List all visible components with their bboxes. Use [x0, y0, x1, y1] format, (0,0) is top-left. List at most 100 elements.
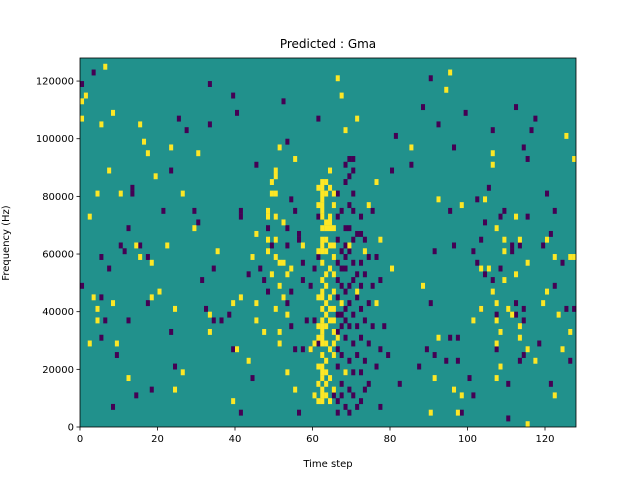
heatmap-cell-high [320, 248, 325, 255]
heatmap-cell-high [335, 334, 340, 341]
heatmap-cell-high [328, 242, 333, 249]
heatmap-cell-low [436, 121, 441, 128]
heatmap-cell-high [269, 190, 274, 197]
heatmap-cell-high [459, 392, 464, 399]
heatmap-cell-low [343, 403, 348, 410]
heatmap-cell-high [436, 334, 441, 341]
heatmap-cell-low [297, 409, 302, 416]
heatmap-cell-high [277, 144, 282, 151]
heatmap-cell-low [417, 363, 422, 370]
heatmap-cell-high [80, 98, 85, 105]
heatmap-cell-high [494, 300, 499, 307]
heatmap-cell-low [331, 392, 336, 399]
heatmap-cell-high [328, 219, 333, 226]
heatmap-cell-high [331, 288, 336, 295]
heatmap-cell-low [541, 242, 546, 249]
heatmap-cell-high [266, 207, 271, 214]
heatmap-cell-low [351, 392, 356, 399]
heatmap-cell-low [343, 179, 348, 185]
heatmap-cell-high [494, 375, 499, 382]
heatmap-cell-high [568, 254, 573, 260]
heatmap-cell-high [490, 150, 495, 157]
heatmap-cell-high [87, 340, 92, 347]
heatmap-cell-high [320, 386, 325, 393]
heatmap-cell-low [521, 352, 526, 358]
heatmap-cell-low [498, 265, 503, 272]
heatmap-cell-low [231, 92, 236, 99]
y-tick-label: 60000 [42, 250, 74, 261]
heatmap-cell-high [281, 294, 286, 301]
heatmap-cell-low [366, 340, 371, 347]
heatmap-cell-high [300, 242, 305, 249]
heatmap-cell-low [362, 271, 367, 278]
heatmap-cell-low [351, 167, 356, 174]
heatmap-cell-low [134, 392, 139, 399]
heatmap-cell-low [421, 104, 426, 111]
x-tick-label: 80 [384, 434, 397, 445]
heatmap-cell-high [432, 375, 437, 382]
heatmap-cell-low [339, 380, 344, 387]
heatmap-cell-high [444, 86, 449, 93]
heatmap-cell-high [196, 150, 201, 157]
heatmap-cell-high [273, 173, 278, 180]
heatmap-cell-high [316, 184, 321, 191]
heatmap-cell-low [107, 265, 112, 272]
heatmap-cell-low [145, 254, 150, 260]
heatmap-cell-low [390, 167, 395, 174]
x-tick-label: 100 [458, 434, 477, 445]
heatmap-cell-high [324, 340, 329, 347]
heatmap-cell-low [545, 190, 550, 197]
heatmap-cell-low [483, 219, 488, 226]
heatmap-cell-high [552, 392, 557, 399]
heatmap-cell-high [324, 311, 329, 318]
heatmap-cell-high [324, 225, 329, 232]
y-axis: 0 20000 40000 60000 80000 100000 120000 [36, 77, 80, 434]
heatmap-cell-low [366, 254, 371, 260]
heatmap-cell-low [335, 311, 340, 318]
heatmap-cell-high [324, 271, 329, 278]
heatmap-cell-low [347, 386, 352, 393]
heatmap-cell-high [95, 305, 100, 312]
heatmap-cell-high [324, 300, 329, 307]
heatmap-cell-low [548, 380, 553, 387]
heatmap-cell-high [331, 242, 336, 249]
heatmap-cell-low [335, 363, 340, 370]
heatmap-cell-high [545, 236, 550, 243]
heatmap-cell-high [285, 369, 290, 376]
heatmap-cell-low [316, 115, 321, 122]
heatmap-cell-high [169, 144, 174, 151]
heatmap-cell-high [114, 340, 119, 347]
heatmap-cell-high [320, 259, 325, 266]
chart-title: Predicted : Gma [280, 37, 376, 51]
heatmap-cell-high [145, 150, 150, 157]
heatmap-cell-low [211, 265, 216, 272]
heatmap-cell-low [494, 346, 499, 353]
heatmap-cell-low [552, 207, 557, 214]
heatmap-cell-high [95, 317, 100, 324]
heatmap-cell-high [339, 300, 344, 307]
heatmap-cell-high [316, 334, 321, 341]
heatmap-cell-low [118, 242, 123, 249]
heatmap-cell-high [328, 167, 333, 174]
heatmap-cell-low [564, 305, 569, 312]
heatmap-cell-high [207, 328, 212, 335]
heatmap-cell-high [339, 92, 344, 99]
heatmap-cell-low [444, 357, 449, 364]
heatmap-cell-high [328, 184, 333, 191]
heatmap-cell-high [142, 138, 147, 145]
heatmap-cell-high [568, 328, 573, 335]
heatmap-cell-low [339, 392, 344, 399]
heatmap-cell-high [273, 236, 278, 243]
heatmap-cell-low [281, 98, 286, 105]
heatmap-cell-high [494, 317, 499, 324]
heatmap-cell-low [475, 259, 480, 266]
heatmap-cell-low [300, 277, 305, 284]
heatmap-cell-low [351, 156, 356, 162]
heatmap-cell-high [277, 340, 282, 347]
heatmap-cell-high [111, 300, 116, 307]
heatmap-cell-high [324, 392, 329, 399]
heatmap-cell-high [514, 213, 519, 220]
heatmap-plot-area [79, 57, 577, 428]
heatmap-cell-high [235, 346, 240, 353]
heatmap-cell-low [316, 254, 321, 260]
